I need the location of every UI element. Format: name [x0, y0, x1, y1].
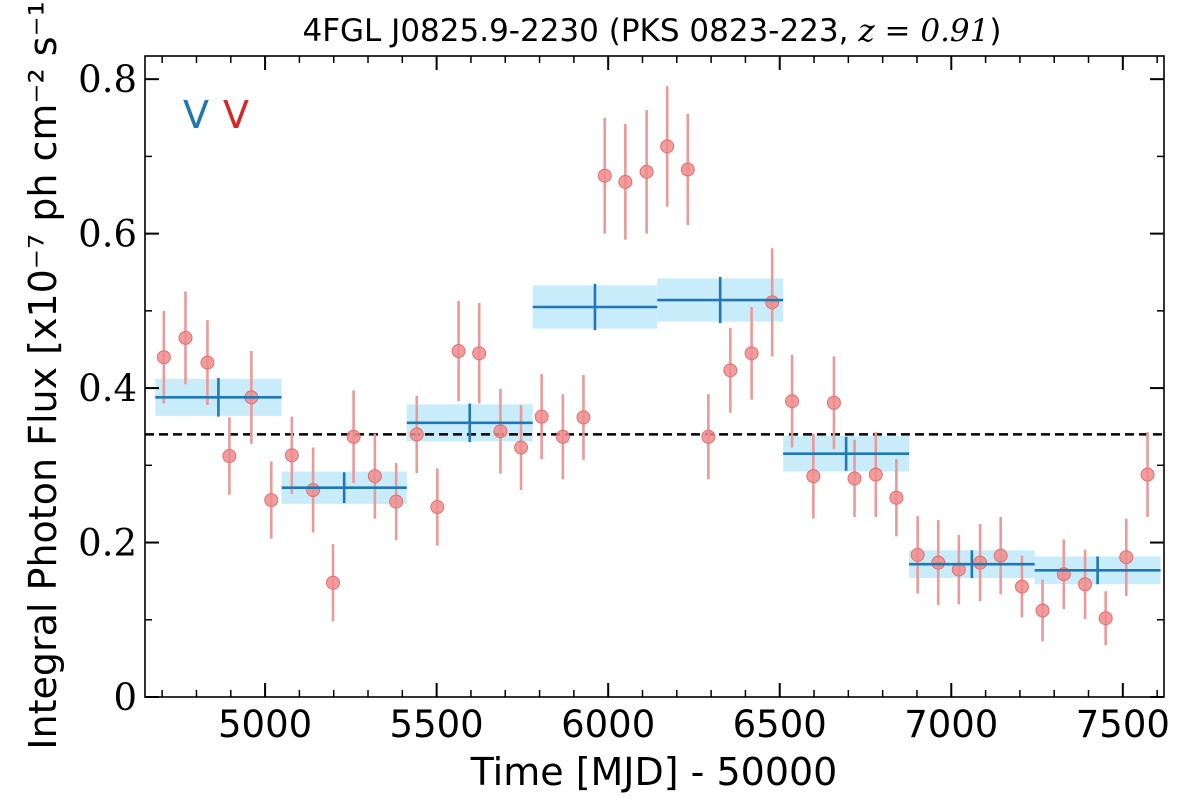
flux-point-30 — [765, 295, 780, 310]
flux-point-47 — [1119, 550, 1134, 565]
chart-title: 4FGL J0825.9-2230 (PKS 0823-223, z = 0.9… — [302, 13, 1001, 49]
flux-point-29 — [744, 346, 759, 361]
flux-point-22 — [597, 168, 612, 183]
flux-point-43 — [1035, 603, 1050, 618]
flux-point-1 — [156, 350, 171, 365]
flux-point-42 — [1014, 579, 1029, 594]
flux-point-8 — [306, 483, 321, 498]
plot-frame — [144, 55, 1165, 698]
flux-point-46 — [1098, 611, 1113, 626]
y-tick-label-1: 0.2 — [78, 522, 137, 565]
flux-point-37 — [910, 547, 925, 562]
flux-point-27 — [701, 429, 716, 444]
x-tick-label-5500: 5500 — [390, 703, 484, 746]
flux-point-7 — [284, 448, 299, 463]
flux-point-26 — [680, 162, 695, 177]
flux-point-19 — [534, 409, 549, 424]
flux-point-21 — [576, 410, 591, 425]
flux-point-16 — [472, 346, 487, 361]
legend-entry-1: V — [183, 93, 209, 137]
flux-point-10 — [346, 429, 361, 444]
flux-point-35 — [868, 467, 883, 482]
flux-point-31 — [785, 394, 800, 409]
flux-point-14 — [430, 500, 445, 515]
chart-title-main: 4FGL J0825.9-2230 (PKS 0823-223, — [302, 13, 858, 49]
flux-point-3 — [200, 355, 215, 370]
y-tick-label-2: 0.4 — [78, 367, 137, 410]
flux-point-24 — [639, 164, 654, 179]
axis-tick-labels: 5000 5500 6000 6500 7000 7500 0 0.2 0.4 0.6 0.8 — [78, 58, 1170, 746]
y-tick-label-0: 0 — [113, 676, 137, 719]
flux-point-34 — [847, 471, 862, 486]
svg-text:4FGL J0825.9-2230 (PKS 0823-22: 4FGL J0825.9-2230 (PKS 0823-223, z = 0.9… — [302, 13, 1001, 49]
flux-point-17 — [493, 424, 508, 439]
y-tick-label-3: 0.6 — [78, 213, 137, 256]
binned-flux-markers — [155, 276, 1161, 585]
flux-points — [156, 139, 1155, 626]
flux-point-13 — [409, 427, 424, 442]
flux-point-41 — [993, 548, 1008, 563]
flux-point-45 — [1078, 577, 1093, 592]
chart-title-close: ) — [989, 13, 1001, 49]
legend-entry-2: V — [223, 93, 249, 137]
flux-point-32 — [806, 469, 821, 484]
flux-point-25 — [660, 139, 675, 154]
flux-point-20 — [555, 429, 570, 444]
flux-point-6 — [264, 493, 279, 508]
flux-point-12 — [389, 494, 404, 509]
x-tick-label-7500: 7500 — [1076, 703, 1170, 746]
flux-point-2 — [178, 330, 193, 345]
flux-point-9 — [326, 575, 341, 590]
axis-ticks — [145, 56, 1164, 698]
flux-point-28 — [723, 363, 738, 378]
flux-point-33 — [826, 395, 841, 410]
y-axis-label: Integral Photon Flux [x10⁻⁷ ph cm⁻² s⁻¹] — [21, 0, 65, 750]
flux-point-23 — [618, 174, 633, 189]
x-tick-label-6000: 6000 — [561, 703, 655, 746]
flux-point-48 — [1140, 467, 1155, 482]
x-axis-label: Time [MJD] - 50000 — [470, 750, 838, 794]
flux-point-18 — [514, 440, 529, 455]
x-tick-label-6500: 6500 — [733, 703, 827, 746]
flux-point-38 — [931, 555, 946, 570]
y-tick-label-4: 0.8 — [78, 58, 137, 101]
axes-box — [144, 55, 1165, 698]
chart-title-redshift: z = 0.91 — [857, 13, 989, 49]
flux-point-36 — [889, 490, 904, 505]
flux-point-4 — [222, 449, 237, 464]
flux-point-40 — [973, 555, 988, 570]
x-tick-label-7000: 7000 — [904, 703, 998, 746]
flux-point-11 — [367, 469, 382, 484]
binned-uncertainty-bands — [155, 278, 1161, 585]
x-tick-label-5000: 5000 — [218, 703, 312, 746]
flux-point-15 — [451, 344, 466, 359]
